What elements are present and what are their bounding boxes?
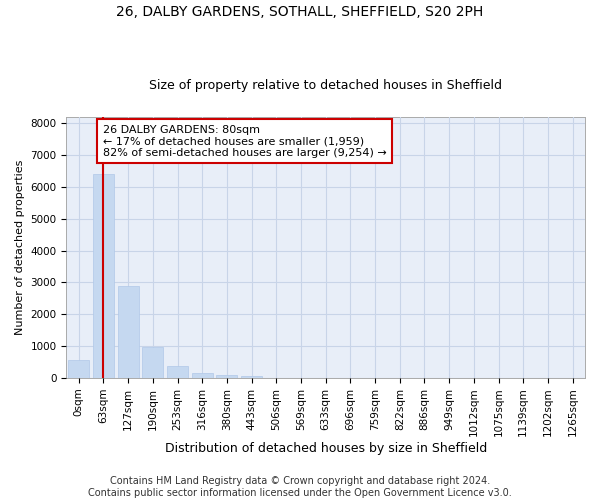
Text: 26, DALBY GARDENS, SOTHALL, SHEFFIELD, S20 2PH: 26, DALBY GARDENS, SOTHALL, SHEFFIELD, S… (116, 5, 484, 19)
Y-axis label: Number of detached properties: Number of detached properties (15, 160, 25, 335)
Title: Size of property relative to detached houses in Sheffield: Size of property relative to detached ho… (149, 79, 502, 92)
Bar (93, 174, 114, 378)
Bar (142, 348, 163, 378)
Bar (192, 372, 213, 378)
Bar (167, 366, 188, 378)
Bar (118, 286, 139, 378)
Text: Contains HM Land Registry data © Crown copyright and database right 2024.
Contai: Contains HM Land Registry data © Crown c… (88, 476, 512, 498)
Text: 26 DALBY GARDENS: 80sqm
← 17% of detached houses are smaller (1,959)
82% of semi: 26 DALBY GARDENS: 80sqm ← 17% of detache… (103, 124, 386, 158)
Bar (217, 375, 238, 378)
Bar (68, 360, 89, 378)
Bar (241, 376, 262, 378)
X-axis label: Distribution of detached houses by size in Sheffield: Distribution of detached houses by size … (164, 442, 487, 455)
